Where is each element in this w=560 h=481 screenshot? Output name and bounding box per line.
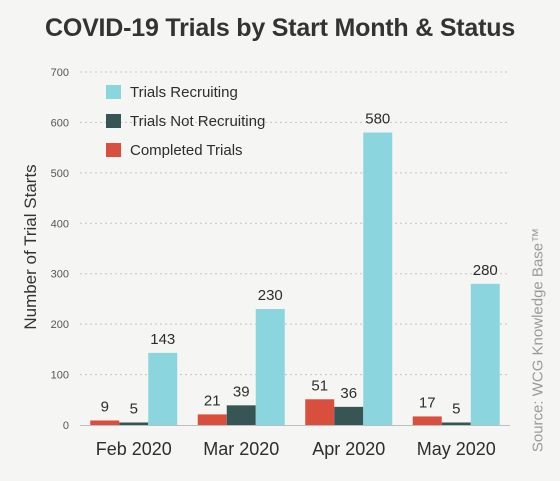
bar <box>148 352 178 425</box>
data-label: 51 <box>311 377 328 394</box>
y-tick-label: 400 <box>51 218 69 230</box>
data-label: 21 <box>204 392 221 409</box>
bar <box>470 283 500 425</box>
y-tick-label: 500 <box>51 168 69 180</box>
x-tick-label: Apr 2020 <box>312 439 385 459</box>
data-label: 17 <box>419 394 436 411</box>
bar <box>90 420 120 425</box>
data-label: 5 <box>452 400 460 417</box>
y-tick-label: 200 <box>51 319 69 331</box>
x-tick-label: Feb 2020 <box>96 439 172 459</box>
legend-swatch <box>106 85 121 99</box>
data-label: 39 <box>233 383 250 400</box>
data-label: 9 <box>101 398 109 415</box>
x-tick-label: May 2020 <box>417 439 496 459</box>
bar <box>363 132 393 425</box>
data-label: 36 <box>340 385 357 402</box>
bar <box>334 406 364 425</box>
legend-label: Trials Recruiting <box>130 84 238 101</box>
bar <box>412 416 442 425</box>
bar <box>119 422 149 425</box>
bar <box>441 422 471 425</box>
data-label: 280 <box>473 262 498 279</box>
data-label: 5 <box>130 400 138 417</box>
legend-swatch <box>106 114 121 128</box>
bar <box>255 309 285 425</box>
y-tick-label: 0 <box>63 420 69 432</box>
y-tick-label: 300 <box>51 269 69 281</box>
legend-swatch <box>106 143 121 157</box>
bar <box>305 399 335 425</box>
x-tick-label: Mar 2020 <box>203 439 279 459</box>
y-tick-label: 700 <box>51 67 69 79</box>
bar <box>226 405 256 425</box>
y-tick-label: 600 <box>51 117 69 129</box>
data-label: 230 <box>258 287 283 304</box>
data-label: 580 <box>365 111 390 128</box>
chart-title: COVID-19 Trials by Start Month & Status <box>44 14 516 42</box>
legend-label: Trials Not Recruiting <box>130 113 265 130</box>
data-label: 143 <box>150 331 175 348</box>
legend-label: Completed Trials <box>130 142 243 159</box>
bar <box>197 414 227 425</box>
y-tick-label: 100 <box>51 370 69 382</box>
